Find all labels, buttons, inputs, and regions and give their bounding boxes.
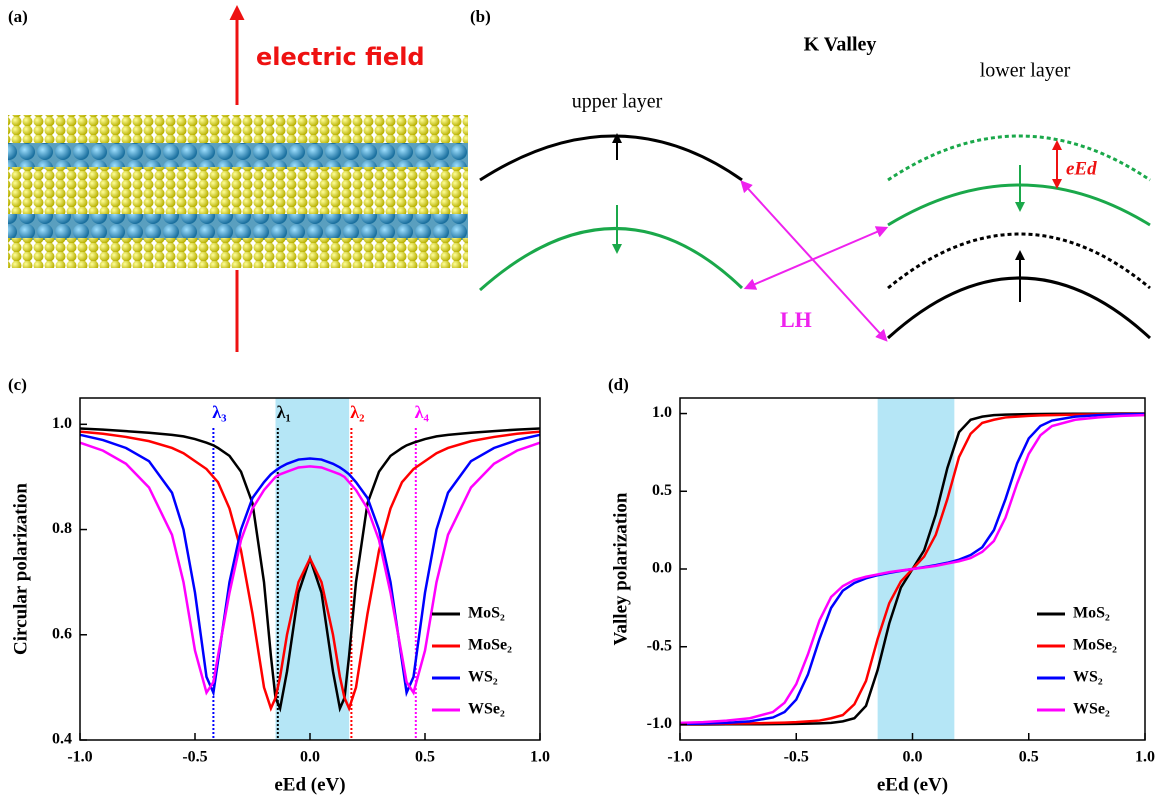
marker-label: λ₄ xyxy=(415,402,430,422)
y-axis-title: Circular polarization xyxy=(10,483,31,655)
x-axis-title: eEd (eV) xyxy=(877,774,948,795)
marker-label: λ₃ xyxy=(212,402,227,422)
y-tick-label: 0.0 xyxy=(652,560,672,577)
legend-label: WS₂ xyxy=(468,669,498,686)
x-tick-label: 1.0 xyxy=(1135,749,1155,766)
legend-label: WSe₂ xyxy=(1073,701,1110,718)
x-tick-label: -1.0 xyxy=(667,749,692,766)
y-tick-label: 1.0 xyxy=(652,404,672,421)
field-label: electric field xyxy=(256,43,425,71)
x-tick-label: 1.0 xyxy=(530,749,550,766)
x-tick-label: -0.5 xyxy=(182,749,207,766)
legend-label: WS₂ xyxy=(1073,669,1103,686)
legend-label: MoS₂ xyxy=(468,605,505,622)
diagram-title: K Valley xyxy=(804,34,877,56)
x-axis-title: eEd (eV) xyxy=(274,774,345,795)
legend-label: WSe₂ xyxy=(468,701,505,718)
x-tick-label: 0.0 xyxy=(903,749,923,766)
bands xyxy=(480,135,1150,340)
legend-label: MoS₂ xyxy=(1073,605,1110,622)
marker-label: λ₁ xyxy=(277,402,291,422)
x-tick-label: -0.5 xyxy=(784,749,809,766)
legend-label: MoSe₂ xyxy=(468,637,512,654)
panel-label: (d) xyxy=(608,375,629,394)
y-tick-label: 0.8 xyxy=(52,520,72,537)
y-axis-title: Valley polarization xyxy=(610,492,631,645)
y-tick-label: 1.0 xyxy=(52,415,72,432)
y-tick-label: 0.5 xyxy=(652,482,672,499)
x-tick-label: 0.5 xyxy=(1019,749,1039,766)
panel-label: (c) xyxy=(8,375,27,394)
layer-label: lower layer xyxy=(980,60,1071,82)
panel-label: (b) xyxy=(470,7,491,26)
y-tick-label: 0.4 xyxy=(52,731,72,748)
y-tick-label: -1.0 xyxy=(647,715,672,732)
panel-label: (a) xyxy=(8,7,28,26)
marker-label: λ₂ xyxy=(350,402,364,422)
shift-label: eEd xyxy=(1066,158,1097,179)
transition-label: LH xyxy=(780,307,812,332)
legend-label: MoSe₂ xyxy=(1073,637,1117,654)
page: {"panel_a": {"label": "(a)", "annotation… xyxy=(0,0,1174,802)
figure: (a) electric field (b) K Valley upper la… xyxy=(0,0,1174,802)
x-tick-label: 0.0 xyxy=(300,749,320,766)
x-tick-label: -1.0 xyxy=(67,749,92,766)
layer-label: upper layer xyxy=(572,91,663,113)
y-tick-label: 0.6 xyxy=(52,625,72,642)
x-tick-label: 0.5 xyxy=(415,749,435,766)
y-tick-label: -0.5 xyxy=(647,637,672,654)
